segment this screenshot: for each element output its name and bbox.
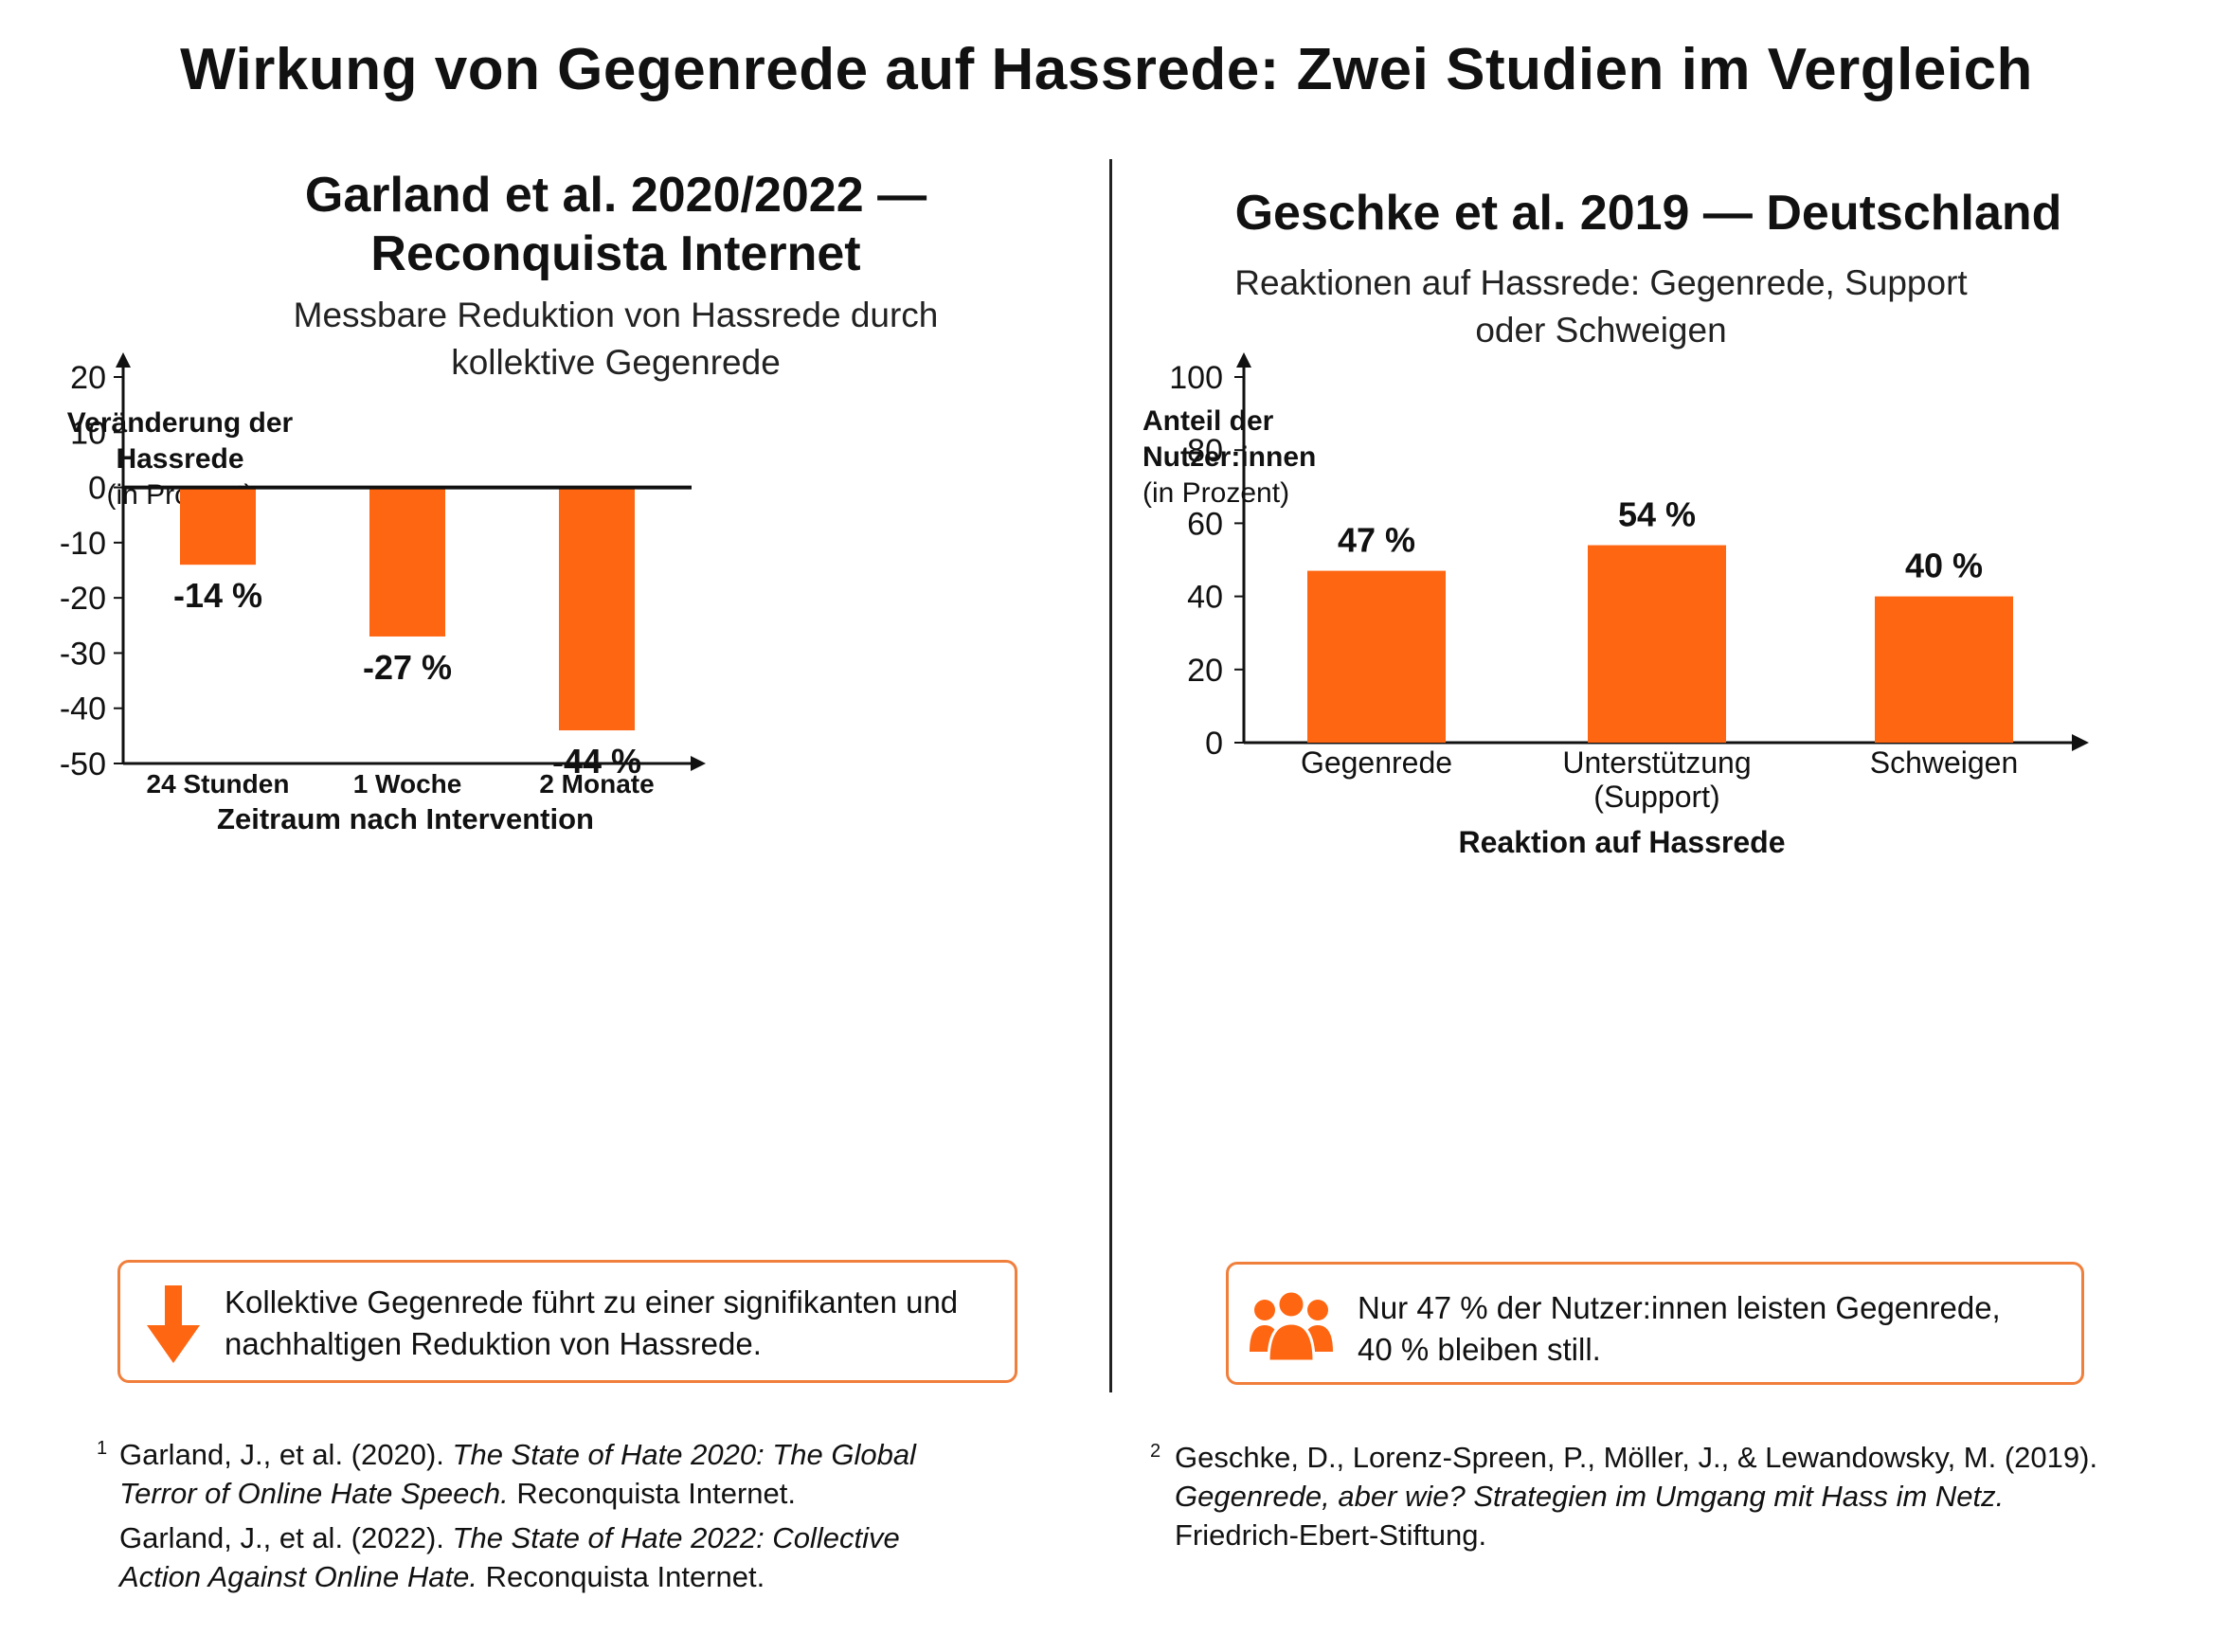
right-ref-marker: 2 [1150, 1441, 1161, 1462]
right-bar-value-label: 54 % [1618, 495, 1696, 534]
left-y-tick-label: -50 [60, 746, 106, 782]
left-bar [369, 487, 445, 637]
left-bar [559, 487, 635, 731]
right-panel-title: Geschke et al. 2019 — Deutschland [1234, 186, 2062, 241]
ref1-authors: Garland, J., et al. (2020). [119, 1438, 444, 1471]
left-callout-text: Kollektive Gegenrede führt zu einer sign… [225, 1282, 1011, 1365]
right-panel-subtitle: Reaktionen auf Hassrede: Gegenrede, Supp… [1118, 260, 2084, 354]
left-y-tick-label: 10 [70, 415, 106, 451]
right-references: 2 Geschke, D., Lorenz-Spreen, P., Möller… [1148, 1438, 2190, 1554]
left-title-line2: Reconquista Internet [370, 226, 861, 281]
left-title-line1: Garland et al. 2020/2022 — [304, 168, 927, 223]
right-x-tick-label: Gegenrede [1301, 745, 1452, 780]
right-callout-line2: 40 % bleiben still. [1358, 1332, 1601, 1367]
right-ref-title: Gegenrede, aber wie? Strategien im Umgan… [1175, 1480, 2005, 1513]
right-y-tick-label: 100 [1169, 360, 1223, 396]
left-callout-box: Kollektive Gegenrede führt zu einer sign… [117, 1260, 1017, 1383]
left-x-axis-title: Zeitraum nach Intervention [217, 802, 594, 835]
right-ylabel-line2: Nutzer:innen [1142, 441, 1317, 473]
right-ylabel-unit: (in Prozent) [1142, 477, 1290, 509]
right-y-tick-label: 0 [1205, 726, 1223, 762]
right-bar [1588, 545, 1726, 743]
right-y-tick-label: 60 [1187, 506, 1223, 542]
left-bar [180, 487, 256, 566]
right-callout-line1: Nur 47 % der Nutzer:innen leisten Gegenr… [1358, 1290, 2001, 1325]
left-x-axis-arrow [691, 756, 706, 771]
right-ref-publisher: Friedrich-Ebert-Stiftung. [1175, 1518, 1487, 1552]
right-x-axis-arrow [2072, 734, 2089, 751]
ref2-publisher: Reconquista Internet. [485, 1560, 765, 1593]
panel-divider [1109, 159, 1112, 1392]
left-references: 1 Garland, J., et al. (2020). The State … [95, 1435, 1089, 1596]
left-ref-marker: 1 [97, 1438, 108, 1459]
right-ylabel-line1: Anteil der [1142, 405, 1274, 437]
right-callout-box: Nur 47 % der Nutzer:innen leisten Gegenr… [1226, 1262, 2084, 1385]
left-x-tick-label: 24 Stunden [147, 769, 290, 799]
right-y-tick-label: 40 [1187, 580, 1223, 616]
left-subtitle-line1: Messbare Reduktion von Hassrede durch [293, 296, 939, 334]
left-reference-1: Garland, J., et al. (2020). The State of… [95, 1435, 1089, 1513]
left-bar-value-label: -27 % [363, 648, 452, 687]
right-x-axis-title: Reaktion auf Hassrede [1458, 825, 1785, 859]
right-y-tick-label: 80 [1187, 433, 1223, 469]
main-title: Wirkung von Gegenrede auf Hassrede: Zwei… [180, 37, 2033, 102]
right-y-tick-label: 20 [1187, 653, 1223, 689]
ref1-publisher: Reconquista Internet. [516, 1477, 797, 1510]
left-y-tick-label: -10 [60, 526, 106, 562]
ref2-title-cont: Action Against Online Hate. [119, 1560, 477, 1593]
left-y-tick-label: 0 [88, 471, 106, 507]
left-subtitle-line2: kollektive Gegenrede [451, 343, 781, 382]
right-y-axis-title: Anteil der Nutzer:innen (in Prozent) [1142, 404, 1389, 512]
right-subtitle-line2: oder Schweigen [1475, 311, 1727, 350]
left-callout-line2: nachhaltigen Reduktion von Hassrede. [225, 1326, 762, 1361]
left-y-tick-label: -30 [60, 636, 106, 672]
right-y-axis-arrow [1236, 352, 1251, 368]
left-bar-value-label: -14 % [173, 576, 262, 615]
left-reference-2: Garland, J., et al. (2022). The State of… [95, 1518, 1089, 1596]
arrow-down-icon [147, 1285, 200, 1363]
left-y-axis-arrow [116, 352, 131, 368]
left-ylabel-line2: Hassrede [116, 443, 244, 475]
right-x-tick-label: Schweigen [1870, 745, 2019, 780]
right-bar-value-label: 40 % [1905, 547, 1983, 585]
left-y-tick-label: -40 [60, 691, 106, 727]
ref1-title: The State of Hate 2020: The Global [452, 1438, 916, 1471]
left-y-tick-label: -20 [60, 581, 106, 617]
left-callout-line1: Kollektive Gegenrede führt zu einer sign… [225, 1284, 959, 1320]
right-bar-chart: 100 80 60 40 20 0 47 % Gegenrede 54 % Unterstützu… [1169, 352, 2089, 859]
left-bar-chart: 20 10 0 -10 -20 -30 -40 -50 -14 % 24 Stunden -27 %… [60, 352, 706, 835]
right-callout-text: Nur 47 % der Nutzer:innen leisten Gegenr… [1358, 1287, 2078, 1371]
left-bar-value-label: -44 % [552, 742, 641, 781]
ref1-title-cont: Terror of Online Hate Speech. [119, 1477, 509, 1510]
right-bar [1875, 596, 2013, 743]
ref2-title: The State of Hate 2022: Collective [452, 1521, 900, 1554]
right-subtitle-line1: Reaktionen auf Hassrede: Gegenrede, Supp… [1234, 263, 1968, 302]
left-panel-subtitle: Messbare Reduktion von Hassrede durch ko… [133, 292, 1099, 386]
left-y-tick-label: 20 [70, 360, 106, 396]
right-bar-value-label: 47 % [1338, 521, 1415, 560]
right-x-tick-label: Unterstützung [1562, 745, 1751, 780]
right-ref-authors: Geschke, D., Lorenz-Spreen, P., Möller, … [1175, 1441, 2098, 1474]
right-reference-1: Geschke, D., Lorenz-Spreen, P., Möller, … [1148, 1438, 2190, 1554]
left-x-tick-label: 2 Monate [539, 769, 654, 799]
left-x-tick-label: 1 Woche [353, 769, 462, 799]
people-group-icon [1250, 1289, 1333, 1361]
left-panel-title: Garland et al. 2020/2022 — Reconquista I… [133, 166, 1099, 283]
right-bar [1307, 570, 1446, 743]
right-x-tick-label: (Support) [1593, 780, 1719, 814]
left-ylabel-line1: Veränderung der [66, 407, 294, 439]
ref2-authors: Garland, J., et al. (2022). [119, 1521, 444, 1554]
